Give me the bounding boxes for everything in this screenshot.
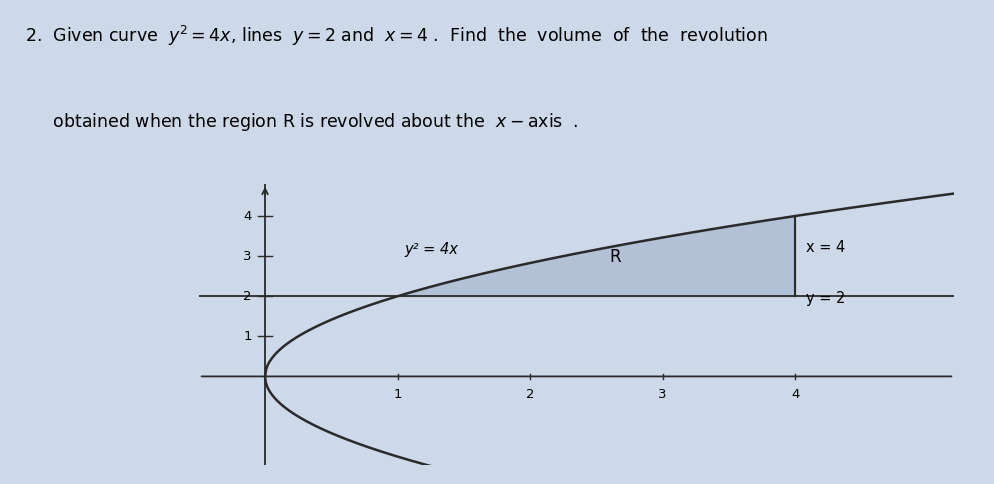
Text: 2.  Given curve  $y^2=4x$, lines  $y=2$ and  $x=4$ .  Find  the  volume  of  the: 2. Given curve $y^2=4x$, lines $y=2$ and…	[25, 24, 767, 48]
Text: 2: 2	[526, 388, 535, 401]
Text: x = 4: x = 4	[806, 240, 845, 255]
Text: 3: 3	[244, 250, 251, 263]
Text: obtained when the region R is revolved about the  $x-$axis  .: obtained when the region R is revolved a…	[25, 111, 579, 133]
Text: 1: 1	[244, 330, 251, 343]
Text: 2: 2	[244, 290, 251, 302]
Text: R: R	[609, 248, 621, 266]
Text: y = 2: y = 2	[806, 291, 845, 306]
Text: 1: 1	[394, 388, 402, 401]
Text: y² = 4x: y² = 4x	[405, 242, 458, 257]
Text: 4: 4	[791, 388, 799, 401]
Text: 4: 4	[244, 210, 251, 223]
Text: 3: 3	[658, 388, 667, 401]
